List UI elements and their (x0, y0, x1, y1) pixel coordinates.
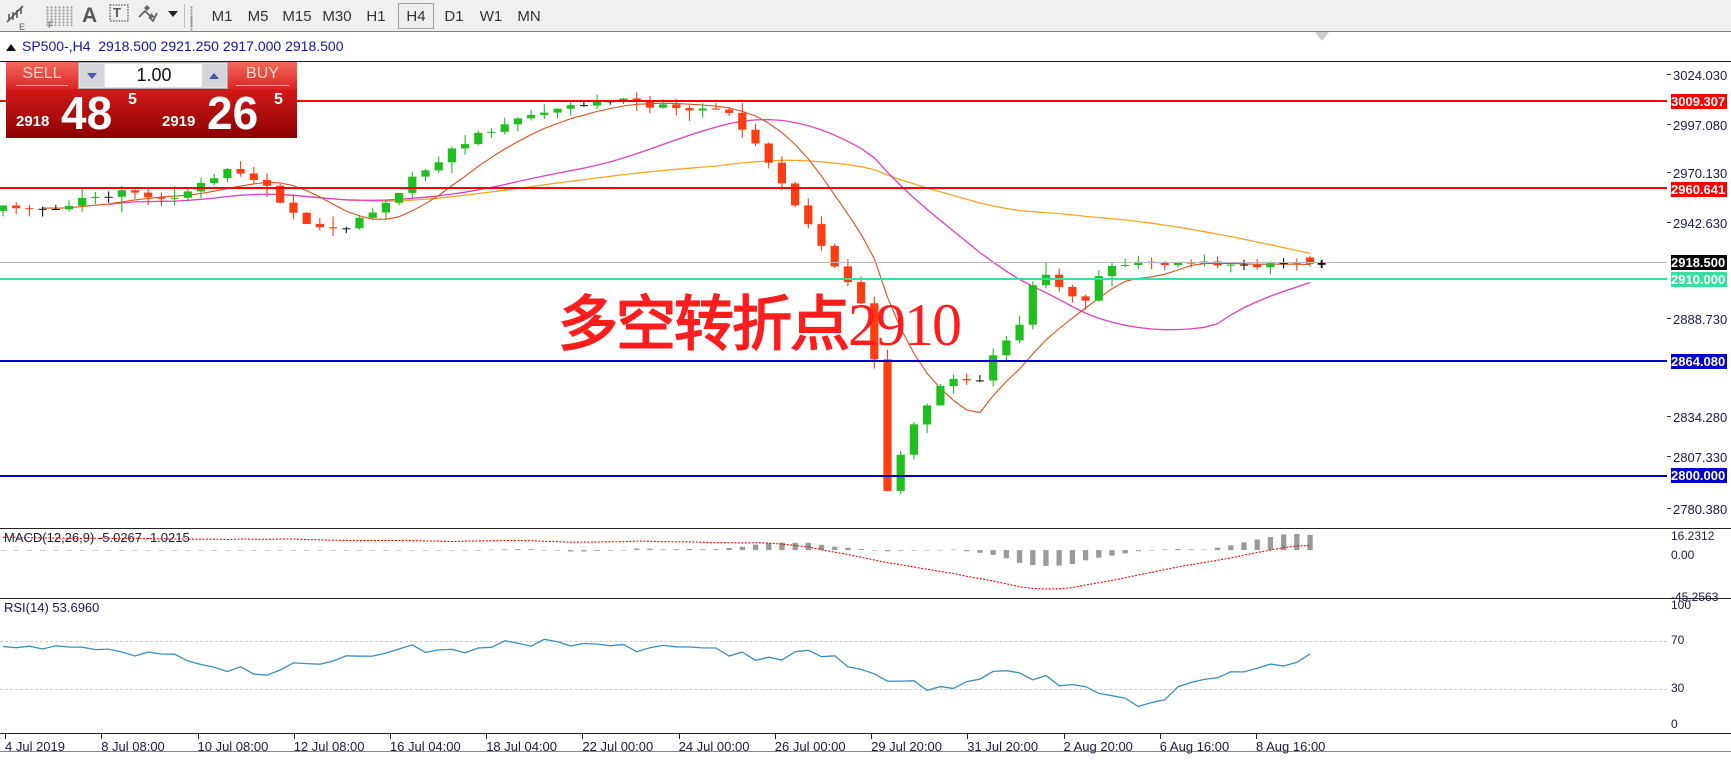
svg-text:E: E (19, 22, 25, 32)
svg-text:T: T (113, 5, 121, 20)
